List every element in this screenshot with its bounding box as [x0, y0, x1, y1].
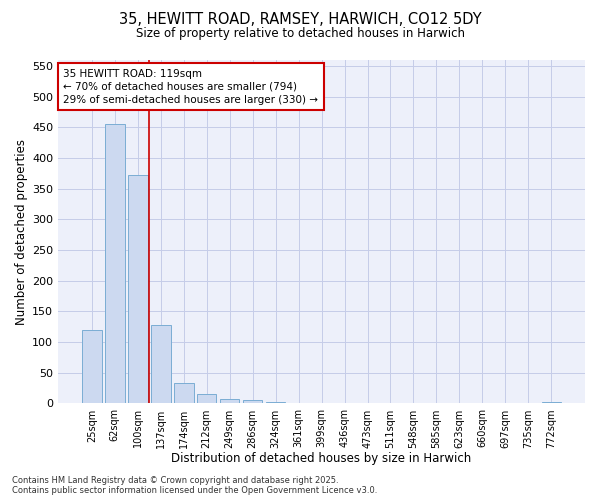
Text: Size of property relative to detached houses in Harwich: Size of property relative to detached ho… — [136, 28, 464, 40]
Bar — [220, 398, 239, 404]
Bar — [128, 176, 148, 404]
X-axis label: Distribution of detached houses by size in Harwich: Distribution of detached houses by size … — [172, 452, 472, 465]
Text: 35 HEWITT ROAD: 119sqm
← 70% of detached houses are smaller (794)
29% of semi-de: 35 HEWITT ROAD: 119sqm ← 70% of detached… — [64, 68, 319, 105]
Y-axis label: Number of detached properties: Number of detached properties — [15, 138, 28, 324]
Bar — [105, 124, 125, 404]
Bar — [174, 383, 194, 404]
Text: Contains HM Land Registry data © Crown copyright and database right 2025.
Contai: Contains HM Land Registry data © Crown c… — [12, 476, 377, 495]
Bar — [197, 394, 217, 404]
Bar — [82, 330, 101, 404]
Bar — [243, 400, 262, 404]
Bar — [151, 325, 170, 404]
Text: 35, HEWITT ROAD, RAMSEY, HARWICH, CO12 5DY: 35, HEWITT ROAD, RAMSEY, HARWICH, CO12 5… — [119, 12, 481, 28]
Bar — [542, 402, 561, 404]
Bar — [266, 402, 286, 404]
